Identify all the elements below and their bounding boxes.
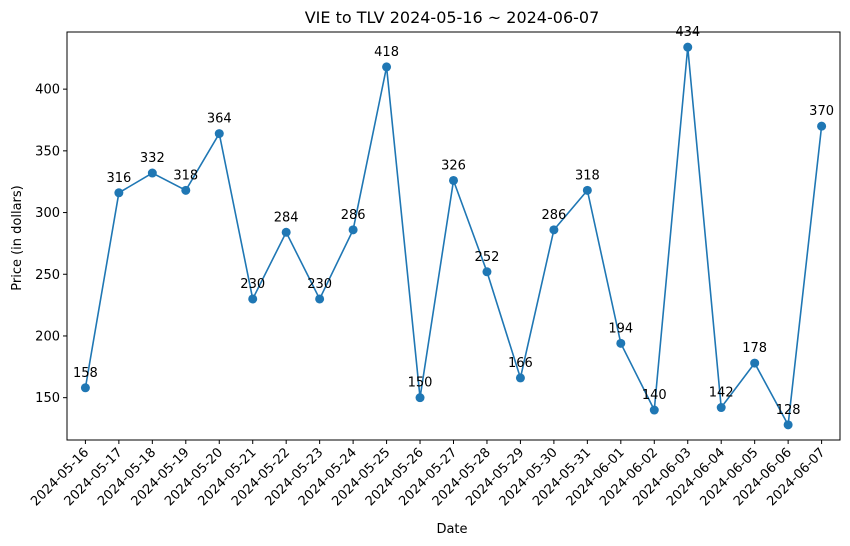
data-label: 142 (709, 386, 734, 401)
data-point (515, 373, 525, 383)
y-tick-label: 200 (35, 329, 60, 344)
data-point (281, 227, 291, 237)
data-label: 286 (541, 208, 566, 223)
data-point (616, 338, 626, 348)
data-label: 332 (140, 151, 165, 166)
data-point (716, 403, 726, 413)
data-label: 316 (106, 171, 131, 186)
data-point (181, 185, 191, 195)
y-tick-label: 400 (35, 83, 60, 98)
series-line (84, 47, 823, 428)
data-point (649, 405, 659, 415)
data-label: 128 (776, 403, 801, 418)
data-point (315, 294, 325, 304)
data-point (415, 393, 425, 403)
data-label: 252 (475, 250, 500, 265)
data-point (817, 121, 827, 131)
data-point (750, 358, 760, 368)
data-point (783, 420, 793, 430)
data-label: 434 (675, 25, 700, 40)
data-point (549, 225, 559, 235)
data-point (582, 185, 592, 195)
data-label: 140 (642, 388, 667, 403)
data-point (214, 129, 224, 139)
data-label: 150 (408, 376, 433, 391)
y-tick-label: 300 (35, 206, 60, 221)
y-axis-title: Price (in dollars) (10, 185, 25, 291)
data-point (482, 267, 492, 277)
data-label: 230 (240, 277, 265, 292)
plot-area: 1502002503003504002024-05-162024-05-1720… (28, 25, 841, 509)
x-axis-title: Date (436, 522, 467, 537)
data-label: 178 (742, 341, 767, 356)
y-tick-label: 250 (35, 268, 60, 283)
data-label: 326 (441, 158, 466, 173)
data-label: 418 (374, 45, 399, 60)
plot-frame (66, 31, 841, 441)
data-point (147, 168, 157, 178)
data-label: 158 (73, 366, 98, 381)
data-point (248, 294, 258, 304)
data-point (80, 383, 90, 393)
y-tick-label: 350 (35, 144, 60, 159)
data-point (382, 62, 392, 72)
data-point (114, 188, 124, 198)
data-label: 364 (207, 112, 232, 127)
data-label: 194 (608, 321, 633, 336)
data-point (449, 175, 458, 185)
data-label: 284 (274, 210, 299, 225)
chart-title: VIE to TLV 2024-05-16 ~ 2024-06-07 (305, 8, 600, 27)
data-point (683, 42, 693, 52)
data-label: 166 (508, 356, 533, 371)
data-label: 318 (173, 168, 198, 183)
y-tick-label: 150 (35, 391, 60, 406)
data-point (348, 225, 358, 235)
data-label: 286 (341, 208, 366, 223)
data-label: 370 (809, 104, 834, 119)
data-label: 318 (575, 168, 600, 183)
data-label: 230 (307, 277, 332, 292)
